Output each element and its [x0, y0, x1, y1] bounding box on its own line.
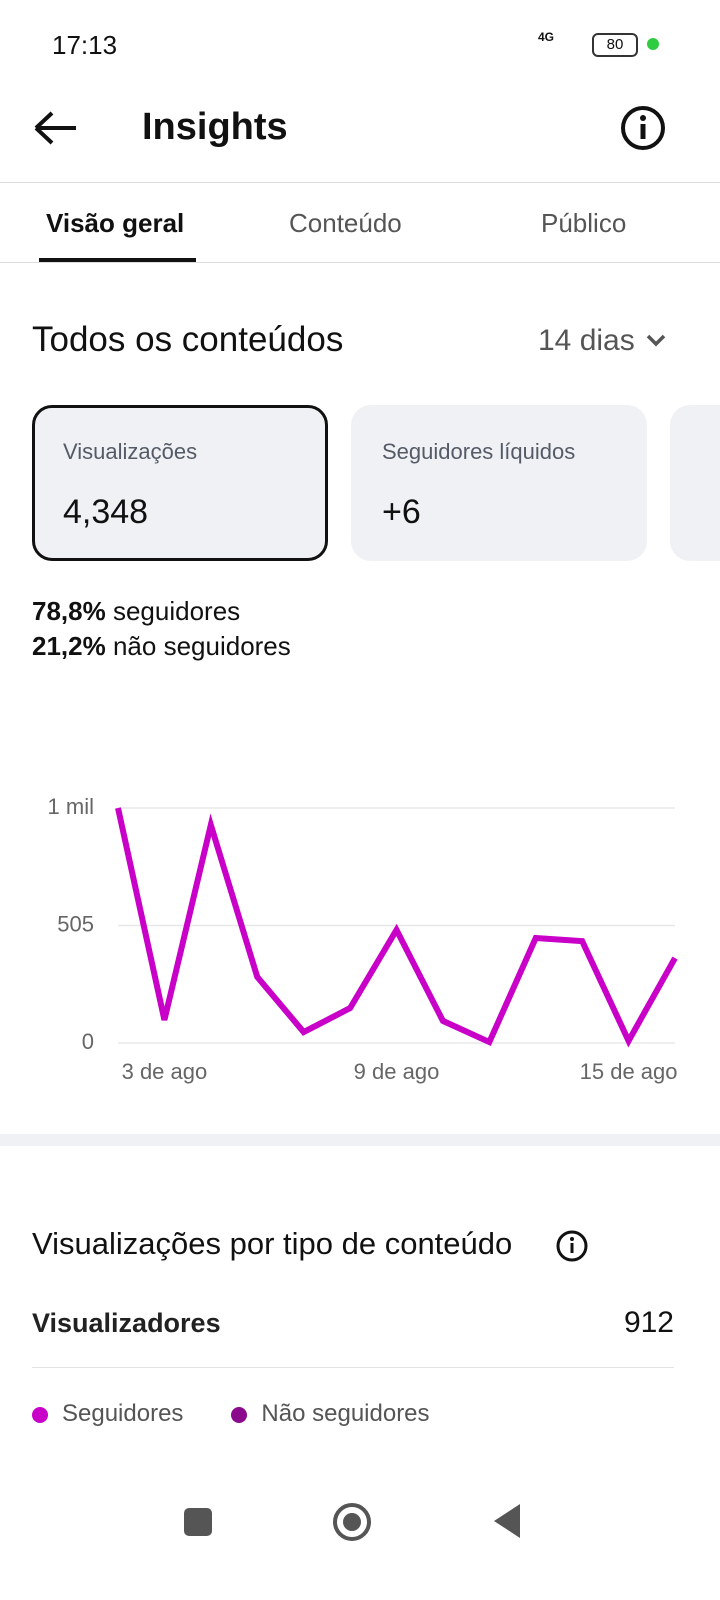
page-title: Insights — [142, 106, 288, 148]
home-button[interactable] — [333, 1503, 371, 1541]
percent: 21,2% — [32, 631, 106, 661]
label: não seguidores — [112, 631, 291, 661]
legend-label: Seguidores — [62, 1400, 184, 1427]
legend-dot — [231, 1406, 248, 1423]
battery: 80 — [592, 33, 638, 57]
metric-card[interactable]: Visualizações 4,348 — [32, 405, 328, 561]
divider — [0, 182, 720, 183]
y-tick-label: 505 — [57, 911, 94, 936]
x-tick-label: 9 de ago — [354, 1059, 440, 1084]
x-tick-label: 3 de ago — [122, 1059, 208, 1084]
chart: 0 505 1 mil 3 de ago 9 de ago 15 de ago — [48, 794, 678, 1084]
back-nav-button[interactable] — [494, 1504, 520, 1538]
divider — [0, 262, 720, 263]
divider — [32, 1367, 674, 1368]
tab[interactable]: Público — [541, 208, 627, 238]
clock: 17:13 — [52, 30, 118, 60]
row-label: Visualizadores — [32, 1308, 221, 1338]
y-tick-label: 1 mil — [48, 794, 94, 819]
recent-button[interactable] — [184, 1508, 212, 1536]
metric-card[interactable]: Seguidores líquidos +6 — [351, 405, 647, 561]
legend: Seguidores Não seguidores — [32, 1400, 478, 1428]
section-title: Todos os conteúdos — [32, 320, 344, 359]
legend-item: Seguidores — [32, 1400, 183, 1427]
legend-item: Não seguidores — [231, 1400, 430, 1427]
legend-dot — [32, 1406, 48, 1423]
card-value: 4,348 — [63, 493, 149, 531]
row-value: 912 — [623, 1306, 674, 1339]
y-tick-label: 0 — [82, 1029, 94, 1054]
info-icon[interactable] — [555, 1229, 589, 1263]
period-select[interactable]: 14 dias — [538, 324, 635, 357]
legend-label: Não seguidores — [261, 1400, 430, 1427]
metric-card[interactable] — [670, 405, 720, 561]
nav-bar — [184, 1503, 520, 1541]
x-tick-label: 15 de ago — [580, 1059, 678, 1084]
label: seguidores — [112, 596, 241, 626]
breakdown-line: 21,2% não seguidores — [32, 631, 291, 662]
line — [115, 807, 678, 1048]
card-label: Seguidores líquidos — [382, 439, 576, 464]
info-button[interactable] — [619, 104, 667, 152]
network: 4G — [538, 30, 555, 44]
chevron — [646, 334, 666, 347]
home-dot — [343, 1513, 361, 1531]
back-button[interactable] — [30, 108, 80, 148]
percent: 78,8% — [32, 596, 106, 626]
tab-indicator — [39, 258, 196, 262]
section-title: Visualizações por tipo de conteúdo — [32, 1226, 513, 1261]
tab[interactable]: Visão geral — [46, 208, 185, 238]
breakdown-line: 78,8% seguidores — [32, 596, 240, 627]
tab[interactable]: Conteúdo — [289, 208, 402, 238]
card-label: Visualizações — [63, 439, 198, 464]
dot — [647, 38, 659, 50]
separator — [0, 1134, 720, 1146]
card-value: +6 — [382, 493, 421, 531]
